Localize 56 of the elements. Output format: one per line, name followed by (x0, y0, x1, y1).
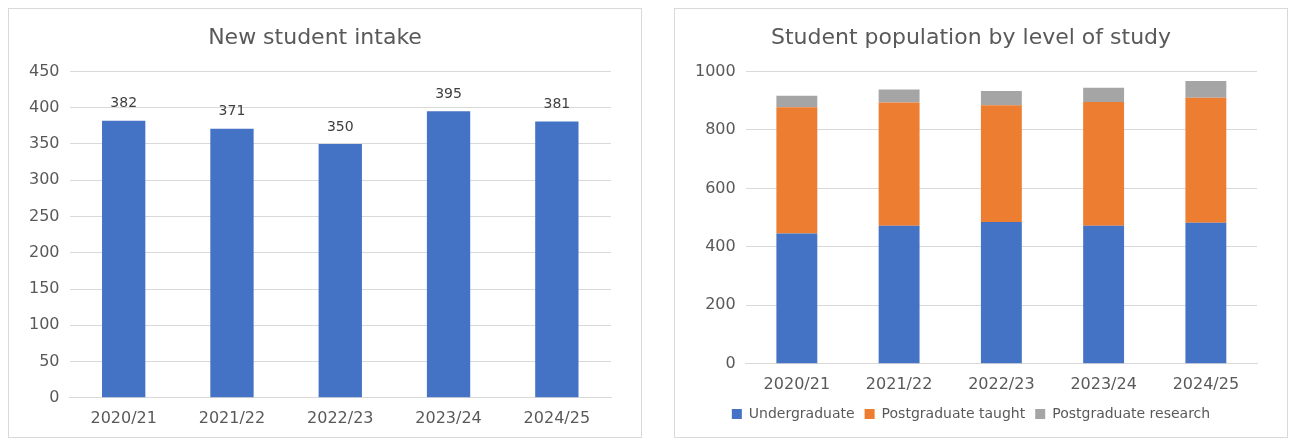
bar (1083, 87, 1125, 103)
x-tick-label: 2020/21 (90, 407, 157, 427)
data-label: 371 (218, 102, 246, 119)
bar (980, 105, 1022, 222)
y-tick-label: 450 (28, 60, 60, 80)
y-tick-label: 0 (49, 386, 60, 406)
y-tick-label: 200 (28, 241, 60, 261)
y-tick-label: 100 (28, 314, 60, 334)
y-tick-label: 600 (705, 177, 736, 197)
bar (980, 221, 1022, 364)
y-tick-label: 300 (28, 169, 60, 189)
x-tick-label: 2024/25 (523, 407, 591, 427)
bar (1083, 102, 1125, 226)
x-tick-label: 2023/24 (415, 407, 482, 427)
chart-title: Student population by level of study (770, 23, 1172, 49)
bar (776, 233, 818, 364)
y-tick-label: 1000 (695, 60, 736, 80)
x-tick-label: 2021/22 (198, 407, 266, 427)
bar (102, 120, 146, 398)
data-label: 350 (326, 117, 354, 134)
legend-label: Postgraduate taught (881, 404, 1026, 421)
bar (1185, 222, 1227, 364)
bar (1083, 225, 1125, 364)
y-tick-label: 0 (725, 352, 736, 372)
x-tick-label: 2020/21 (763, 373, 831, 393)
x-tick-label: 2021/22 (865, 373, 933, 393)
bar (1185, 97, 1227, 223)
bar (776, 107, 818, 234)
bar (980, 90, 1022, 106)
bar (878, 102, 920, 226)
bar (878, 89, 920, 103)
bar (535, 121, 579, 398)
y-tick-label: 400 (705, 236, 736, 255)
legend-label: Undergraduate (748, 404, 855, 421)
data-label: 381 (543, 95, 571, 112)
bar (1185, 81, 1227, 98)
y-tick-label: 800 (705, 119, 736, 139)
y-tick-label: 200 (705, 294, 736, 314)
x-tick-label: 2024/25 (1172, 373, 1240, 393)
x-tick-label: 2022/23 (968, 373, 1035, 393)
legend-label: Postgraduate research (1052, 404, 1211, 421)
bar (210, 128, 254, 398)
bar (318, 143, 362, 398)
y-tick-label: 400 (28, 96, 60, 116)
chart-title: New student intake (208, 23, 422, 49)
bar (426, 111, 471, 398)
data-label: 382 (110, 94, 138, 111)
bar (878, 225, 920, 364)
bar (776, 95, 818, 108)
x-tick-label: 2022/23 (307, 407, 374, 427)
y-tick-label: 50 (39, 350, 60, 370)
data-label: 395 (435, 84, 462, 101)
y-tick-label: 250 (28, 205, 60, 225)
y-tick-label: 350 (28, 133, 60, 153)
y-tick-label: 150 (28, 278, 60, 298)
x-tick-label: 2023/24 (1070, 373, 1137, 393)
